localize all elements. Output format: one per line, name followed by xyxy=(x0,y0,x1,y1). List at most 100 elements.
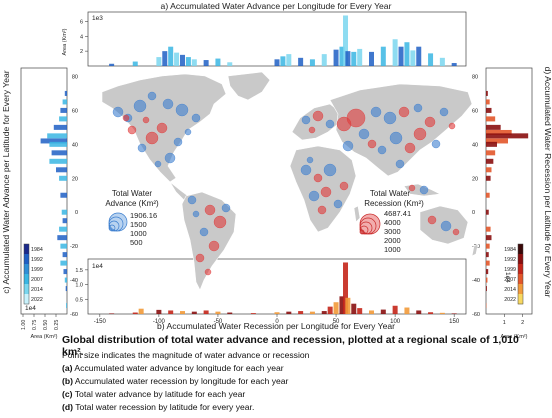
advance-bubble xyxy=(164,152,176,164)
panel-b-bar xyxy=(351,303,357,314)
panel-b-bar xyxy=(274,312,280,314)
panel-b-tick-label: 0.5 xyxy=(75,297,83,303)
panel-a-bar xyxy=(180,54,185,66)
panel-c-bar xyxy=(63,269,67,275)
greenland-landmass xyxy=(227,71,271,101)
panel-a-bar xyxy=(333,49,339,66)
advance-legend-value: 500 xyxy=(130,238,143,247)
panel-a-bar xyxy=(369,51,374,66)
recession-legend-circle xyxy=(359,221,373,235)
panel-c-tick-label: 0.75 xyxy=(32,320,38,330)
panel-b-bar xyxy=(298,311,304,314)
panel-d-title: d) Accumulated Water Recession per Latit… xyxy=(543,67,552,298)
recession-bubble xyxy=(195,253,205,263)
panel-c-bar xyxy=(64,277,67,283)
panel-a-bar xyxy=(321,54,327,66)
advance-bubble xyxy=(301,115,311,125)
advance-legend-value: 1500 xyxy=(130,220,147,229)
panel-d-bar xyxy=(486,116,496,122)
panel-c-bar xyxy=(56,167,67,173)
panel-c-axis-label: Area (Km²) xyxy=(31,334,58,340)
panel-d-bar xyxy=(486,175,491,181)
caption-subtitle: Point size indicates the magnitude of wa… xyxy=(62,350,310,360)
panel-a-tick-label: 4 xyxy=(80,34,83,40)
advance-bubble xyxy=(395,159,405,169)
panel-d-bar xyxy=(486,277,488,283)
advance-bubble xyxy=(175,103,189,117)
recession-colorbar-segment xyxy=(518,294,523,305)
panel-b-bar xyxy=(392,305,398,314)
longitude-tick-label: 0 xyxy=(275,319,279,325)
advance-bubble xyxy=(389,131,403,145)
panel-a-bar xyxy=(416,46,422,66)
recession-legend-title-line1: Total Water xyxy=(370,189,410,198)
panel-b-bar xyxy=(345,297,351,314)
panel-c-bar xyxy=(51,150,67,156)
recession-legend-values: 4687.41 4000 3000 2000 1000 xyxy=(384,209,411,254)
caption-item-text: Accumulated water recession by longitude… xyxy=(72,376,289,386)
panel-d-bar xyxy=(486,209,489,215)
madagascar-landmass xyxy=(353,205,361,223)
advance-colorbar-frame xyxy=(23,243,30,305)
recession-legend-circle xyxy=(359,225,369,235)
recession-bubble xyxy=(145,131,159,145)
panel-d-bar xyxy=(486,269,489,275)
recession-year-colorbar: 1984 1992 1999 2007 2014 2022 xyxy=(504,243,524,305)
panel-b-bar xyxy=(333,302,339,314)
recession-bubble xyxy=(313,173,323,183)
panel-b-title: b) Accumulated Water Recession per Longi… xyxy=(157,321,395,331)
advance-bubble xyxy=(199,227,209,237)
recession-colorbar-segment xyxy=(518,274,523,285)
recession-colorbar-segment xyxy=(518,284,523,295)
panel-a-bar xyxy=(227,62,233,66)
advance-bubble xyxy=(413,103,423,113)
panel-b-bar xyxy=(327,306,333,314)
panel-d-bar xyxy=(486,129,512,135)
panel-a-bar xyxy=(351,51,357,66)
panel-d-bar xyxy=(486,124,501,130)
recession-bubble xyxy=(204,204,216,216)
advance-legend-title-line1: Total Water xyxy=(112,189,152,198)
advance-bubble xyxy=(325,119,335,129)
panel-a-bar xyxy=(339,46,345,66)
advance-colorbar-segment xyxy=(24,294,29,305)
recession-bubble xyxy=(317,205,327,215)
advance-bubble xyxy=(419,185,429,195)
latitude-tick-label: 20 xyxy=(472,176,478,182)
recession-bubble xyxy=(346,108,366,128)
recession-colorbar-label: 2014 xyxy=(504,287,516,293)
longitude-tick-label: 50 xyxy=(333,319,340,325)
panel-d-bar xyxy=(486,235,492,241)
panel-b-bar xyxy=(339,296,345,314)
panel-c-frame xyxy=(20,67,68,315)
new-zealand-landmass xyxy=(471,243,479,257)
recession-legend-title-line2: Recession (Km²) xyxy=(364,199,424,208)
recession-bubble xyxy=(156,122,168,134)
panel-d-series xyxy=(486,90,529,309)
recession-bubble xyxy=(339,181,349,191)
latitude-tick-label: -20 xyxy=(70,244,78,250)
latitude-tick-label: 40 xyxy=(72,142,78,148)
advance-bubble xyxy=(192,210,200,218)
advance-colorbar-label: 1999 xyxy=(31,267,43,273)
panel-a-bar xyxy=(185,57,191,66)
panel-d-bar xyxy=(486,226,491,232)
recession-bubble xyxy=(122,114,130,122)
recession-bubble xyxy=(404,142,416,154)
latitude-tick-label: 0 xyxy=(472,210,475,216)
panel-c-bar xyxy=(66,303,67,309)
recession-legend-value: 4000 xyxy=(384,218,401,227)
recession-bubble xyxy=(452,228,460,236)
recession-legend-value: 4687.41 xyxy=(384,209,411,218)
panel-b-frame xyxy=(87,258,467,315)
caption-item: (c) Total water advance by latitude for … xyxy=(62,389,245,399)
latitude-tick-label: -60 xyxy=(472,312,480,318)
recession-colorbar-label: 1992 xyxy=(504,257,516,263)
panel-a-multiplier: 1e3 xyxy=(92,15,103,22)
panel-a-bar xyxy=(286,54,292,66)
recession-colorbar-segment xyxy=(518,244,523,255)
advance-colorbar-label: 2007 xyxy=(31,277,43,283)
panel-d-bar xyxy=(486,192,490,198)
advance-bubble xyxy=(112,106,124,118)
panel-a-bar xyxy=(174,52,180,66)
